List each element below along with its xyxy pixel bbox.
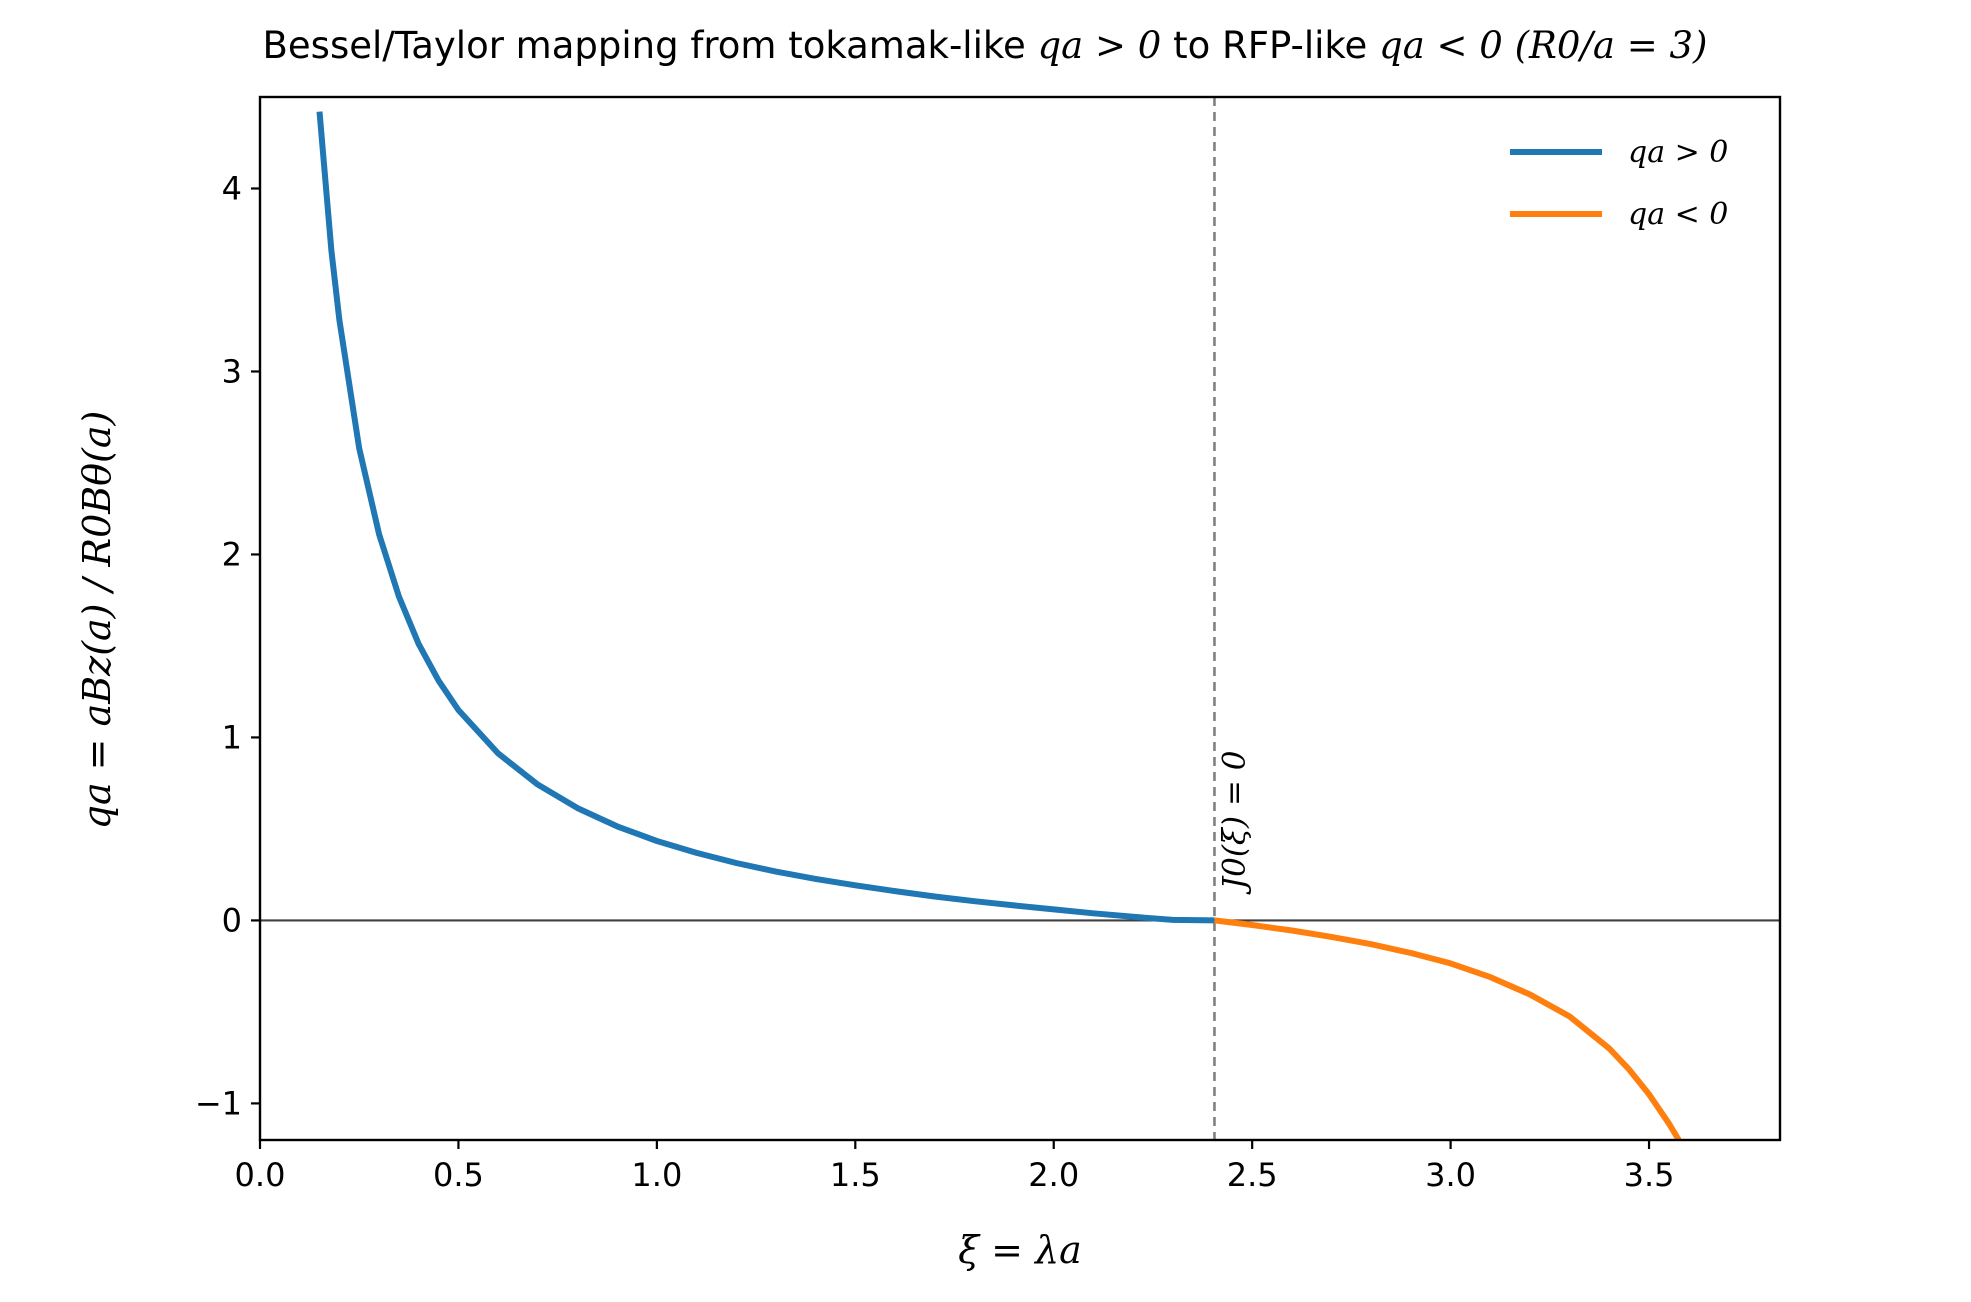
y-axis-ticks: −1 0 1 2 3 4 — [195, 169, 260, 1122]
x-tick-label-6: 3.0 — [1425, 1156, 1476, 1194]
y-tick-label-2: 1 — [222, 718, 242, 756]
y-axis-label: qa = aBz(a) / R0Bθ(a) — [75, 411, 119, 830]
y-tick-label-3: 2 — [222, 535, 242, 573]
y-tick-label-5: 4 — [222, 169, 242, 207]
y-tick-label-0: −1 — [195, 1084, 242, 1122]
title-part-4: (R0/a = 3) — [1503, 24, 1708, 67]
x-tick-label-2: 1.0 — [631, 1156, 682, 1194]
reference-lines — [260, 97, 1780, 1140]
y-tick-label-4: 3 — [222, 352, 242, 390]
x-axis-ticks: 0.0 0.5 1.0 1.5 2.0 2.5 3.0 3.5 — [235, 1140, 1675, 1194]
title-part-1: qa > 0 — [1038, 24, 1162, 67]
series-group — [316, 111, 1682, 1140]
series-line-0 — [316, 111, 1215, 924]
x-tick-label-4: 2.0 — [1028, 1156, 1079, 1194]
x-tick-label-7: 3.5 — [1624, 1156, 1675, 1194]
title-part-0: Bessel/Taylor mapping from tokamak-like — [263, 24, 1038, 67]
x-tick-label-1: 0.5 — [433, 1156, 484, 1194]
legend: qa > 0 qa < 0 — [1510, 135, 1728, 232]
plot-frame — [258, 95, 1782, 1142]
legend-label-1: qa < 0 — [1628, 197, 1728, 232]
x-tick-label-0: 0.0 — [235, 1156, 286, 1194]
series-line-1 — [1214, 917, 1682, 1140]
chart-title: Bessel/Taylor mapping from tokamak-like … — [263, 24, 1708, 67]
title-part-2: to RFP-like — [1161, 24, 1379, 67]
y-tick-label-1: 0 — [222, 901, 242, 939]
bessel-zero-annotation: J0(ξ) = 0 — [1216, 750, 1252, 895]
x-tick-label-5: 2.5 — [1227, 1156, 1278, 1194]
legend-label-0: qa > 0 — [1628, 135, 1728, 170]
x-tick-label-3: 1.5 — [830, 1156, 881, 1194]
title-part-3: qa < 0 — [1379, 24, 1503, 67]
x-axis-label: ξ = λa — [958, 1228, 1082, 1272]
